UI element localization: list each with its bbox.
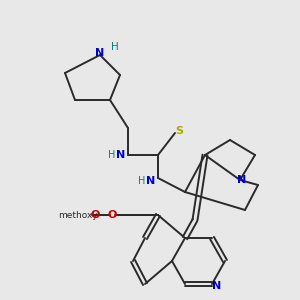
Text: N: N [212, 281, 222, 291]
Text: H: H [108, 150, 116, 160]
Text: N: N [237, 175, 247, 185]
Text: O: O [107, 210, 117, 220]
Text: S: S [175, 126, 183, 136]
Text: N: N [146, 176, 156, 186]
Text: N: N [116, 150, 126, 160]
Text: H: H [138, 176, 146, 186]
Text: O: O [90, 210, 100, 220]
Text: H: H [111, 42, 119, 52]
Text: N: N [95, 48, 105, 58]
Text: methoxy: methoxy [58, 211, 98, 220]
